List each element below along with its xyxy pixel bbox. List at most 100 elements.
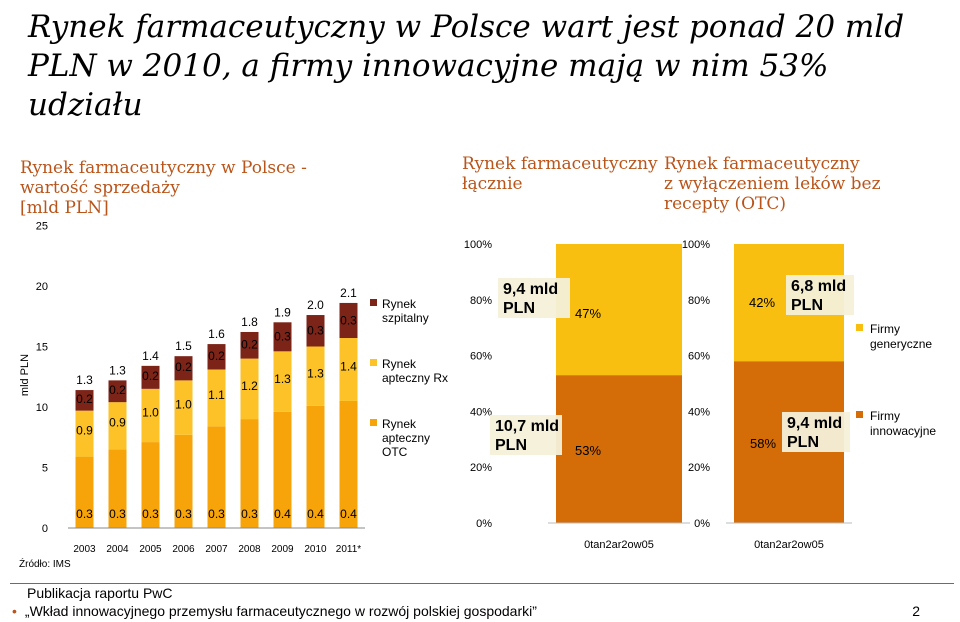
- legend-label: Rynek: [382, 357, 417, 371]
- bar-data-label: 0.3: [340, 314, 357, 328]
- legend-swatch: [370, 359, 377, 366]
- callout-text: PLN: [791, 297, 823, 314]
- bullet-icon: •: [12, 603, 17, 619]
- bar-total-label: 1.9: [274, 305, 291, 319]
- bar-data-label: 0.3: [175, 507, 192, 521]
- y-tick-label: 80%: [688, 295, 710, 307]
- bar-data-label: 0.2: [241, 337, 258, 351]
- legend-label: Firmy: [870, 409, 900, 423]
- legend-swatch: [370, 419, 377, 426]
- footer-report-title: „Wkład innowacyjnego przemysłu farmaceut…: [24, 603, 537, 619]
- bar-segment: [174, 380, 193, 435]
- y-tick-label: 25: [36, 221, 48, 233]
- bar-segment: [240, 331, 259, 359]
- bar-segment: [75, 410, 94, 457]
- percent-label: 58%: [750, 436, 776, 451]
- x-tick-label: 2005: [139, 544, 162, 555]
- bar-segment: [240, 358, 259, 420]
- bar-data-label: 0.3: [274, 329, 291, 343]
- bar-segment: [273, 351, 292, 412]
- y-tick-label: 100%: [682, 239, 710, 251]
- x-tick-label: 0tan2ar2ow05: [754, 539, 824, 551]
- bar-data-label: 0.2: [208, 349, 225, 363]
- footer-publication: Publikacja raportu PwC: [27, 585, 173, 601]
- chart2-title-line: łącznie: [462, 174, 523, 194]
- slide-title: Rynek farmaceutyczny w Polsce wart jest …: [28, 9, 905, 123]
- y-tick-label: 60%: [470, 351, 492, 363]
- legend-label: Firmy: [870, 322, 900, 336]
- x-tick-label: 2009: [271, 544, 294, 555]
- percent-label: 42%: [749, 295, 775, 310]
- bar-data-label: 0.2: [142, 369, 159, 383]
- bar-data-label: 0.4: [274, 507, 291, 521]
- chart1-title-line: [mld PLN]: [20, 198, 109, 218]
- bar-data-label: 0.3: [307, 324, 324, 338]
- bar-segment: [108, 402, 127, 450]
- bar-segment: [207, 344, 226, 370]
- bar-segment: [108, 380, 127, 403]
- chart3-title-line: recepty (OTC): [664, 194, 787, 214]
- bar-total-label: 1.5: [175, 339, 192, 353]
- legend-label: Rynek: [382, 417, 417, 431]
- percent-label: 53%: [575, 443, 601, 458]
- bar-segment: [339, 302, 358, 339]
- bar-segment: [339, 338, 358, 401]
- bar-total-label: 1.4: [142, 349, 159, 363]
- x-tick-label: 2008: [238, 544, 261, 555]
- bar-segment-generic: [556, 244, 682, 376]
- bar-data-label: 1.0: [142, 406, 159, 420]
- legend-label: szpitalny: [382, 311, 429, 325]
- y-tick-label: 15: [36, 342, 48, 354]
- chart3-title-line: z wyłączeniem leków bez: [664, 174, 881, 194]
- bar-segment: [306, 346, 325, 406]
- chart2-title: Rynek farmaceutyczny łącznie: [462, 154, 662, 194]
- bar-segment: [75, 456, 94, 528]
- bar-data-label: 0.3: [241, 507, 258, 521]
- bar-data-label: 0.9: [109, 416, 126, 430]
- bar-data-label: 1.0: [175, 398, 192, 412]
- footer-divider: [10, 583, 954, 584]
- chart1-title: Rynek farmaceutyczny w Polsce - wartość …: [20, 158, 310, 218]
- bar-segment: [273, 411, 292, 528]
- legend-label: Rynek: [382, 297, 417, 311]
- y-axis-label: mld PLN: [19, 354, 31, 396]
- y-tick-label: 20%: [470, 462, 492, 474]
- page-number: 2: [912, 603, 920, 619]
- y-tick-label: 0%: [694, 518, 710, 530]
- legend-label: generyczne: [870, 337, 932, 351]
- y-tick-label: 0: [42, 523, 48, 535]
- y-tick-label: 40%: [470, 406, 492, 418]
- bar-segment: [141, 365, 160, 389]
- bar-data-label: 1.2: [241, 379, 258, 393]
- callout-text: PLN: [787, 434, 819, 451]
- bar-segment: [306, 315, 325, 347]
- callout-box: [782, 412, 850, 452]
- bar-segment: [207, 426, 226, 528]
- bar-segment: [141, 442, 160, 528]
- bar-segment: [339, 400, 358, 528]
- bar-data-label: 0.3: [208, 507, 225, 521]
- bar-segment: [207, 369, 226, 427]
- y-tick-label: 60%: [688, 351, 710, 363]
- bar-data-label: 0.4: [340, 507, 357, 521]
- callout-box: [786, 275, 854, 315]
- charts-canvas: 0 5 10 15 20 25 mld PLN 0.3 0.9 0.2 1.3 2003 0.3 0.9 0…: [19, 221, 936, 556]
- y-tick-label: 80%: [470, 295, 492, 307]
- y-tick-label: 20: [36, 281, 48, 293]
- x-tick-label: 2004: [106, 544, 129, 555]
- bar-segment: [174, 434, 193, 528]
- callout-text: 10,7 mld: [495, 418, 559, 435]
- legend-swatch: [856, 411, 863, 418]
- legend-label: apteczny: [382, 431, 430, 445]
- bar-data-label: 1.1: [208, 388, 225, 402]
- callout-text: 6,8 mld: [791, 278, 846, 295]
- y-tick-label: 5: [42, 463, 48, 475]
- y-tick-label: 40%: [688, 406, 710, 418]
- source-note: Źródło: IMS: [19, 559, 71, 570]
- legend-label: apteczny Rx: [382, 371, 448, 385]
- bar-total-label: 2.1: [340, 286, 357, 300]
- x-tick-label: 2007: [205, 544, 228, 555]
- bar-data-label: 0.3: [109, 507, 126, 521]
- chart3-title-line: Rynek farmaceutyczny: [664, 154, 860, 174]
- bar-total-label: 1.6: [208, 327, 225, 341]
